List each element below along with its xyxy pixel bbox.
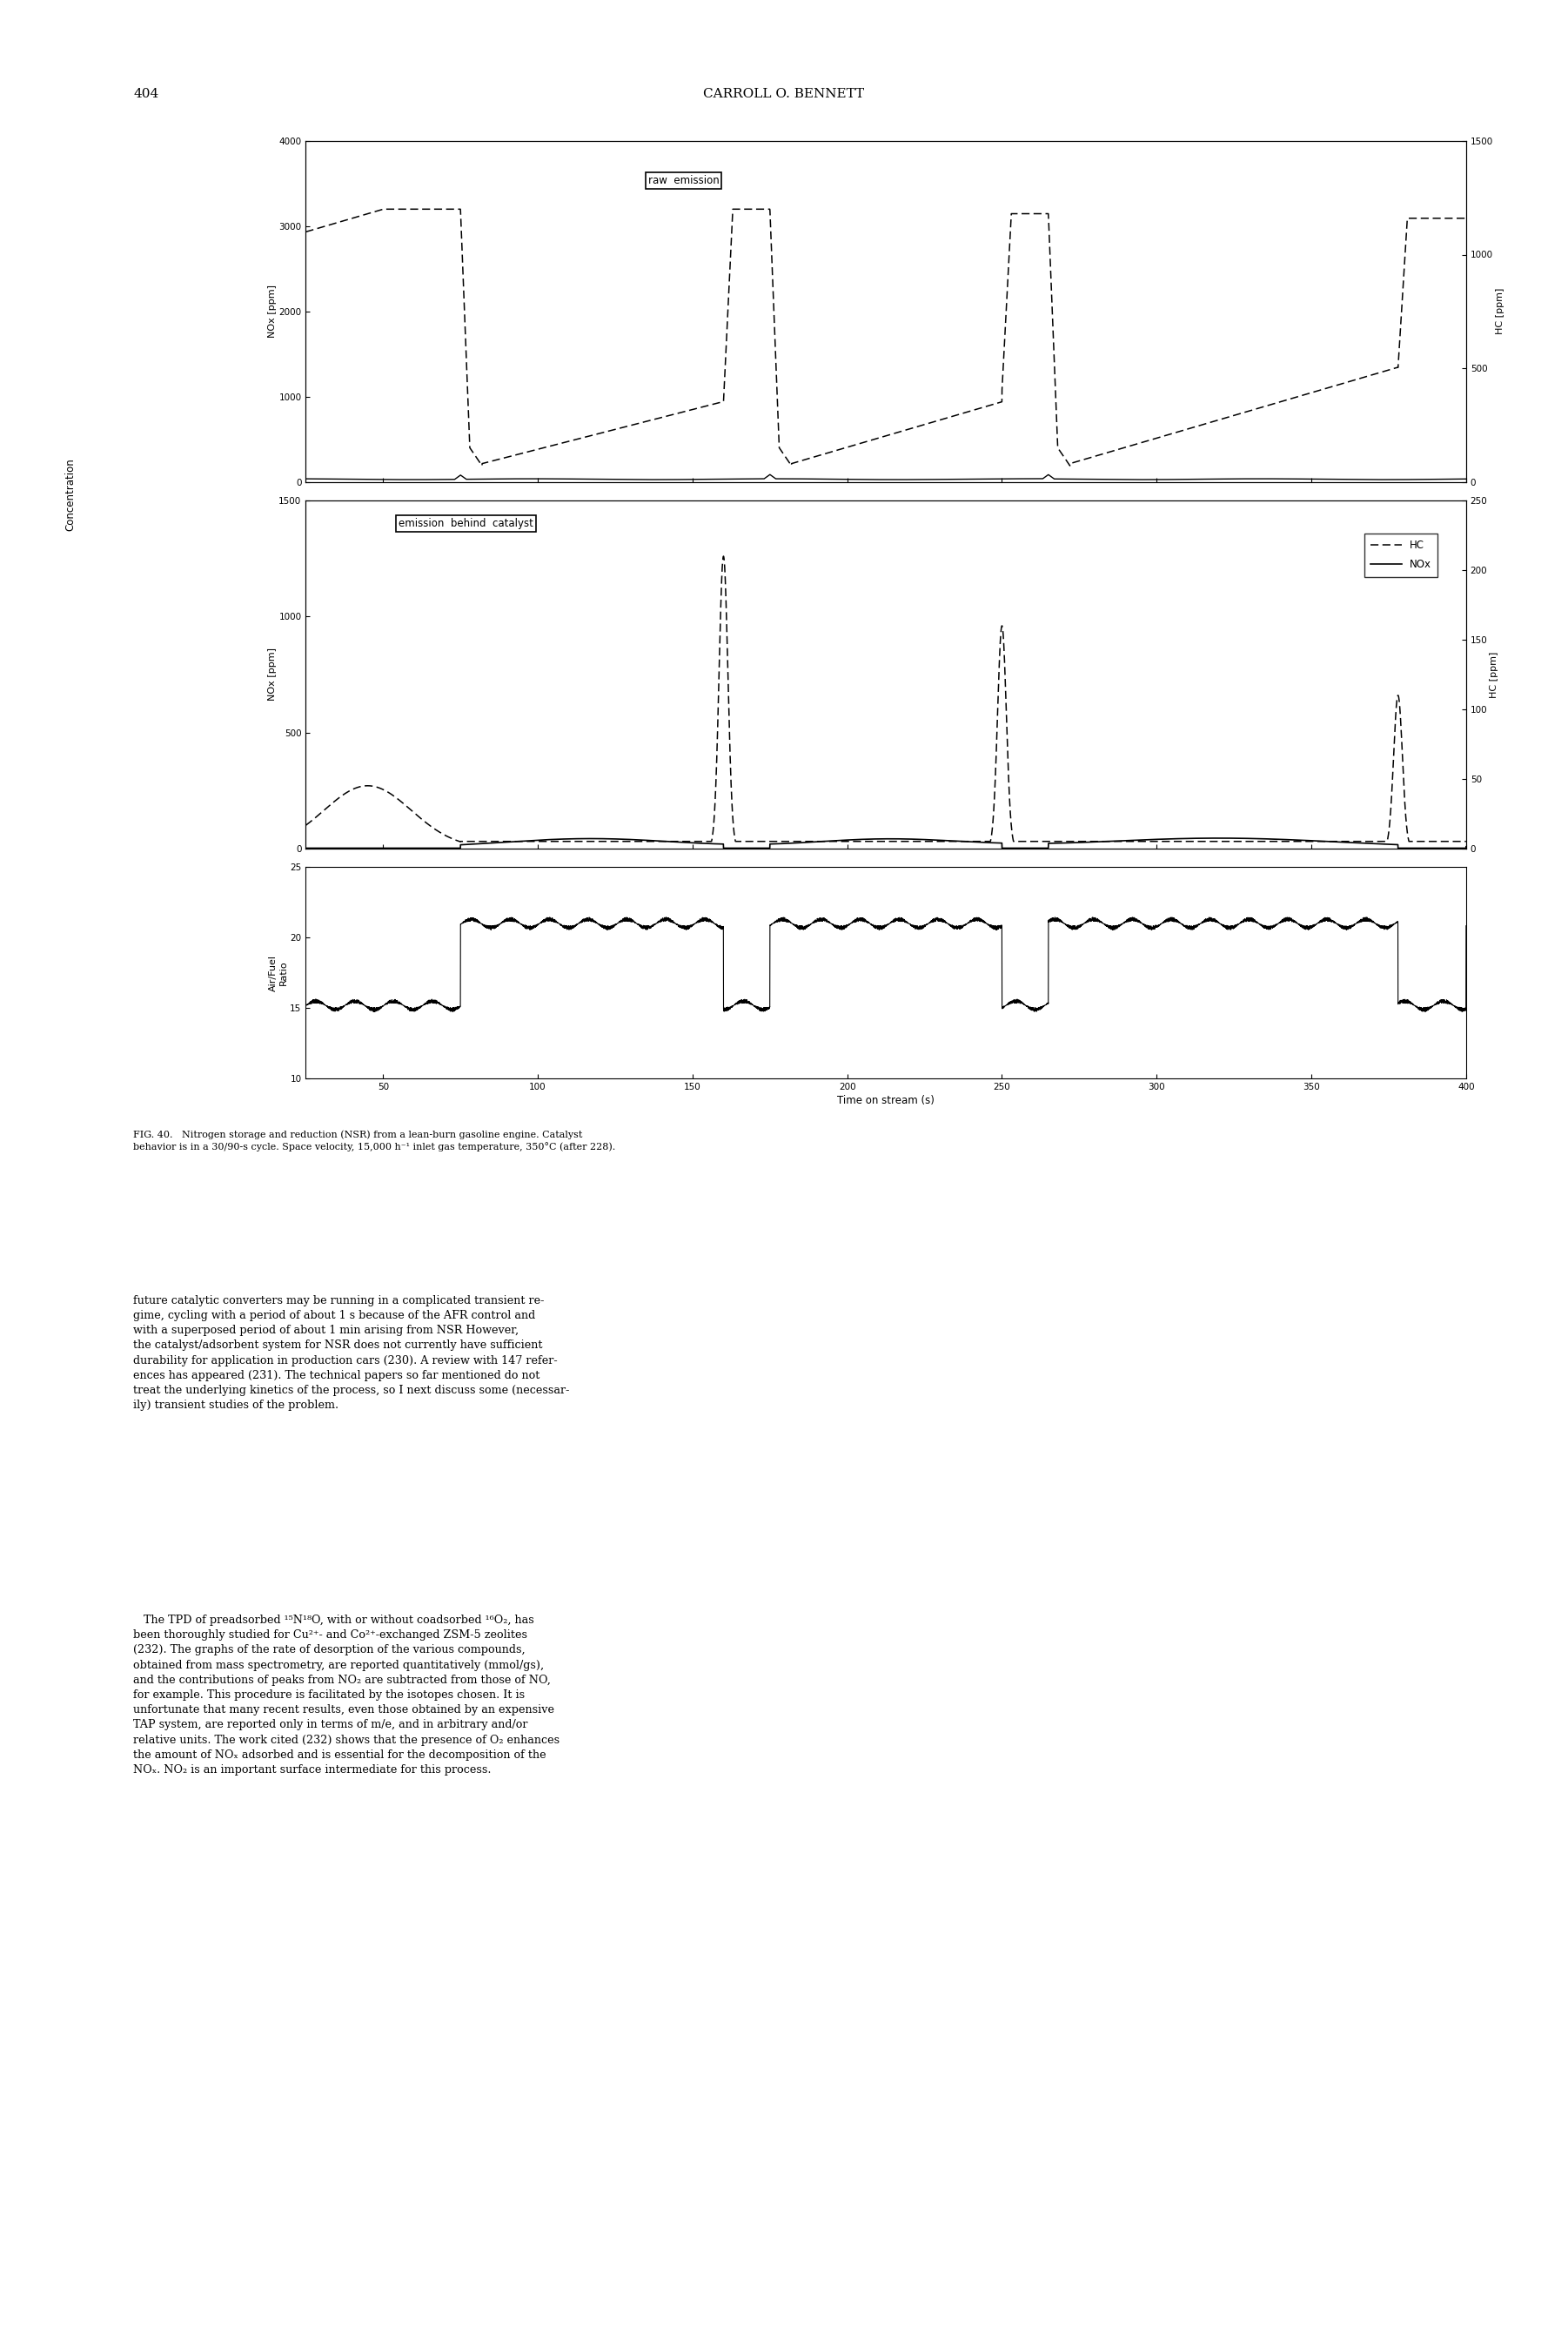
Text: raw  emission: raw emission <box>648 176 720 186</box>
Y-axis label: HC [ppm]: HC [ppm] <box>1496 289 1504 334</box>
Y-axis label: HC [ppm]: HC [ppm] <box>1490 651 1499 698</box>
Y-axis label: NOx [ppm]: NOx [ppm] <box>268 284 276 338</box>
Text: The TPD of preadsorbed ¹⁵N¹⁸O, with or without coadsorbed ¹⁶O₂, has
been thoroug: The TPD of preadsorbed ¹⁵N¹⁸O, with or w… <box>133 1614 560 1777</box>
Text: 404: 404 <box>133 89 158 101</box>
X-axis label: Time on stream (s): Time on stream (s) <box>837 1095 935 1107</box>
Text: FIG. 40.   Nitrogen storage and reduction (NSR) from a lean-burn gasoline engine: FIG. 40. Nitrogen storage and reduction … <box>133 1130 616 1152</box>
Y-axis label: Air/Fuel
Ratio: Air/Fuel Ratio <box>268 954 287 992</box>
Text: future catalytic converters may be running in a complicated transient re-
gime, : future catalytic converters may be runni… <box>133 1295 569 1410</box>
Text: CARROLL O. BENNETT: CARROLL O. BENNETT <box>704 89 864 101</box>
Legend: HC, NOx: HC, NOx <box>1364 533 1438 576</box>
Y-axis label: NOx [ppm]: NOx [ppm] <box>268 649 276 700</box>
Text: emission  behind  catalyst: emission behind catalyst <box>398 517 533 529</box>
Text: Concentration: Concentration <box>64 458 77 531</box>
